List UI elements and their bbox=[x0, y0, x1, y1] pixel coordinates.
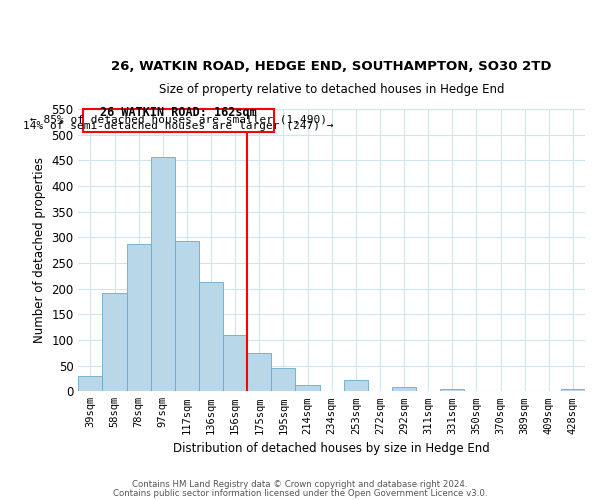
Bar bbox=[151, 156, 175, 392]
Bar bbox=[392, 387, 416, 392]
Bar bbox=[440, 390, 464, 392]
Bar bbox=[103, 292, 127, 392]
Bar bbox=[199, 282, 223, 392]
Bar bbox=[127, 244, 151, 392]
Text: Contains HM Land Registry data © Crown copyright and database right 2024.: Contains HM Land Registry data © Crown c… bbox=[132, 480, 468, 489]
Bar bbox=[344, 380, 368, 392]
X-axis label: Distribution of detached houses by size in Hedge End: Distribution of detached houses by size … bbox=[173, 442, 490, 455]
Title: 26, WATKIN ROAD, HEDGE END, SOUTHAMPTON, SO30 2TD: 26, WATKIN ROAD, HEDGE END, SOUTHAMPTON,… bbox=[112, 60, 552, 73]
Text: 26 WATKIN ROAD: 162sqm: 26 WATKIN ROAD: 162sqm bbox=[100, 106, 257, 119]
Bar bbox=[271, 368, 295, 392]
Bar bbox=[223, 335, 247, 392]
Bar bbox=[247, 354, 271, 392]
Bar bbox=[295, 384, 320, 392]
Bar bbox=[561, 390, 585, 392]
Text: 14% of semi-detached houses are larger (247) →: 14% of semi-detached houses are larger (… bbox=[23, 121, 334, 131]
Text: Contains public sector information licensed under the Open Government Licence v3: Contains public sector information licen… bbox=[113, 489, 487, 498]
FancyBboxPatch shape bbox=[83, 109, 274, 132]
Text: ← 85% of detached houses are smaller (1,490): ← 85% of detached houses are smaller (1,… bbox=[30, 114, 327, 124]
Text: Size of property relative to detached houses in Hedge End: Size of property relative to detached ho… bbox=[159, 83, 505, 96]
Y-axis label: Number of detached properties: Number of detached properties bbox=[32, 157, 46, 343]
Bar bbox=[175, 241, 199, 392]
Bar bbox=[79, 376, 103, 392]
